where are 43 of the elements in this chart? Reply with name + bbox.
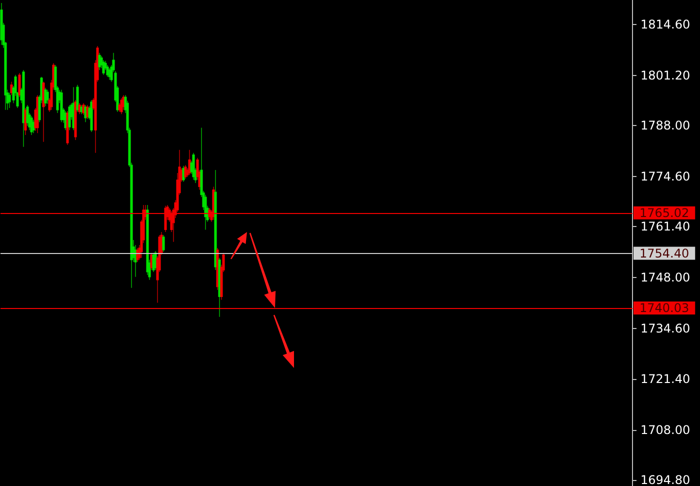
candlestick: [214, 170, 217, 270]
candlestick: [74, 100, 77, 140]
y-tick-label: 1734.60: [640, 322, 690, 336]
candlestick: [108, 68, 111, 80]
candlestick: [182, 166, 185, 182]
candlestick: [22, 70, 25, 148]
ref-line-label: 1765.02: [640, 206, 690, 220]
candlestick: [46, 89, 49, 104]
y-tick-label: 1694.80: [640, 473, 690, 486]
candlestick: [204, 194, 207, 230]
candlestick: [32, 120, 35, 134]
y-tick-label: 1721.40: [640, 372, 690, 386]
candlestick: [72, 86, 75, 130]
y-tick-label: 1708.00: [640, 422, 690, 437]
candlestick: [192, 152, 195, 180]
candlestick: [10, 81, 13, 96]
ref-line-label: 1740.03: [640, 300, 690, 315]
candlestick: [188, 150, 191, 176]
candlestick: [44, 88, 47, 106]
candlestick: [18, 72, 21, 98]
candlestick: [120, 98, 123, 114]
candlestick: [84, 104, 87, 122]
candlestick: [82, 102, 85, 116]
y-tick-label: 1761.40: [640, 220, 690, 234]
y-tick-label: 1814.60: [640, 17, 690, 32]
y-tick-label: 1774.60: [640, 169, 690, 184]
y-tick-label: 1788.00: [640, 118, 690, 133]
candlestick: [24, 108, 27, 136]
ref-line-label: 1754.40: [640, 246, 690, 260]
candlestick: [60, 89, 63, 122]
candlestick: [30, 116, 33, 136]
candlestick: [42, 81, 45, 142]
candlestick: [76, 84, 79, 112]
candlestick: [90, 100, 93, 132]
candlestick: [218, 258, 221, 318]
y-tick-label: 1801.20: [640, 68, 690, 82]
candlestick: [80, 104, 83, 114]
candlestick: [162, 234, 165, 252]
candlestick: [0, 2, 3, 46]
y-tick-label: 1748.00: [640, 270, 690, 285]
candlestick: [36, 94, 39, 134]
candlestick: [66, 110, 69, 146]
candlestick: [86, 104, 89, 120]
